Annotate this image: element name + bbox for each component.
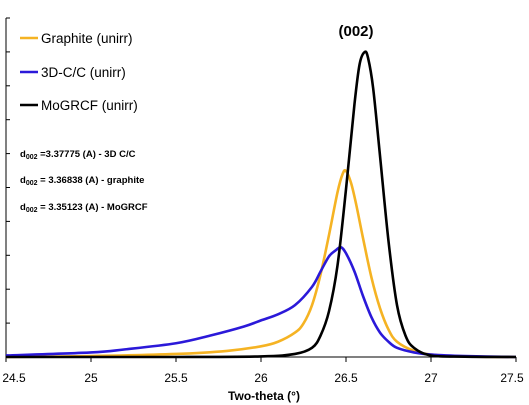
series-line-graphite <box>5 168 517 359</box>
d-spacing-graphite: d002 = 3.36838 (A) - graphite <box>20 175 144 187</box>
x-tick-label: 25 <box>84 371 98 385</box>
legend-label-graphite: Graphite (unirr) <box>41 31 133 46</box>
series-line-mogrcf <box>6 50 517 359</box>
x-axis-title: Two-theta (°) <box>228 389 300 403</box>
peak-label: (002) <box>338 23 373 40</box>
d-spacing-3dcc: d002 =3.37775 (A) - 3D C/C <box>20 149 136 161</box>
legend-label-mogrcf: MoGRCF (unirr) <box>41 98 138 113</box>
x-axis-ticks: 24.5 25 25.5 26 26.5 27 27.5 <box>2 357 524 385</box>
legend: Graphite (unirr) 3D-C/C (unirr) MoGRCF (… <box>20 31 138 113</box>
x-tick-label: 25.5 <box>164 371 188 385</box>
series-line-3dcc <box>5 245 517 359</box>
x-tick-label: 27 <box>424 371 438 385</box>
y-axis-ticks <box>6 17 10 358</box>
x-tick-label: 24.5 <box>2 371 26 385</box>
x-tick-label: 27.5 <box>500 371 524 385</box>
d-spacing-annotations: d002 =3.37775 (A) - 3D C/C d002 = 3.3683… <box>20 149 148 214</box>
x-tick-label: 26 <box>254 371 268 385</box>
series-group <box>5 50 517 359</box>
d-spacing-mogrcf: d002 = 3.35123 (A) - MoGRCF <box>20 202 148 214</box>
legend-label-3dcc: 3D-C/C (unirr) <box>41 65 126 80</box>
x-tick-label: 26.5 <box>334 371 358 385</box>
